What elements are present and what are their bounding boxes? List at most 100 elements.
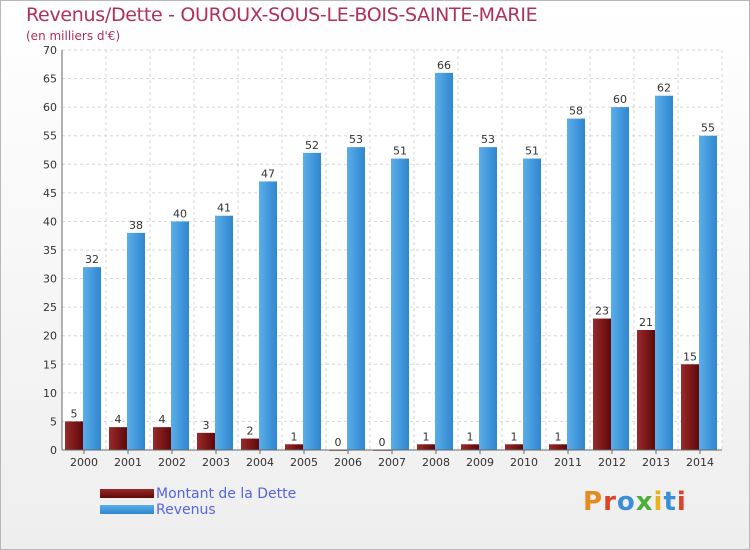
x-tick-label: 2008 — [422, 456, 450, 469]
bar-revenus — [215, 215, 233, 450]
logo-letter: t — [663, 487, 677, 517]
x-tick-label: 2003 — [202, 456, 230, 469]
legend-swatch-dette — [100, 489, 154, 498]
logo-letter: x — [635, 487, 654, 517]
legend-label-revenus: Revenus — [156, 502, 216, 518]
data-label-dette: 4 — [159, 413, 166, 426]
bar-revenus — [655, 95, 673, 450]
x-tick-label: 2002 — [158, 456, 186, 469]
bar-revenus — [479, 147, 497, 450]
y-tick-label: 25 — [43, 301, 57, 314]
logo-letter: r — [603, 487, 617, 517]
data-label-revenus: 51 — [525, 145, 539, 158]
data-label-revenus: 53 — [481, 133, 495, 146]
data-label-dette: 1 — [423, 430, 430, 443]
y-tick-label: 60 — [43, 101, 57, 114]
bar-revenus — [127, 232, 145, 450]
y-tick-label: 50 — [43, 158, 57, 171]
bar-revenus — [523, 158, 541, 451]
x-tick-label: 2010 — [510, 456, 538, 469]
y-tick-label: 70 — [43, 44, 57, 57]
data-label-dette: 21 — [639, 316, 653, 329]
bar-revenus — [83, 267, 101, 450]
x-tick-label: 2006 — [334, 456, 362, 469]
bar-revenus — [171, 221, 189, 450]
data-label-revenus: 58 — [569, 105, 583, 118]
x-tick-label: 2014 — [686, 456, 714, 469]
bar-dette — [197, 432, 215, 450]
bar-dette — [153, 427, 171, 450]
data-label-revenus: 51 — [393, 145, 407, 158]
bar-revenus — [567, 118, 585, 451]
data-label-revenus: 32 — [85, 253, 99, 266]
data-label-revenus: 53 — [349, 133, 363, 146]
data-label-dette: 4 — [115, 413, 122, 426]
bar-dette — [637, 330, 655, 450]
chart-title: Revenus/Dette - OUROUX-SOUS-LE-BOIS-SAIN… — [26, 4, 538, 26]
y-tick-label: 55 — [43, 130, 57, 143]
bar-dette — [549, 444, 567, 450]
data-label-revenus: 40 — [173, 207, 187, 220]
bar-revenus — [435, 72, 453, 450]
data-label-dette: 1 — [511, 430, 518, 443]
legend-label-dette: Montant de la Dette — [156, 486, 297, 502]
bar-dette — [109, 427, 127, 450]
data-label-revenus: 66 — [437, 59, 451, 72]
data-label-revenus: 41 — [217, 202, 231, 215]
y-tick-label: 5 — [50, 415, 57, 428]
bar-dette — [505, 444, 523, 450]
bar-dette — [65, 421, 83, 450]
y-tick-label: 10 — [43, 387, 57, 400]
legend-swatch-revenus — [100, 505, 154, 514]
data-label-dette: 0 — [379, 436, 386, 449]
logo-letter: i — [653, 487, 664, 517]
data-label-revenus: 47 — [261, 167, 275, 180]
bar-dette — [461, 444, 479, 450]
data-label-revenus: 52 — [305, 139, 319, 152]
x-tick-label: 2012 — [598, 456, 626, 469]
bar-revenus — [611, 107, 629, 451]
bar-dette — [241, 438, 259, 450]
x-tick-label: 2001 — [114, 456, 142, 469]
data-label-dette: 23 — [595, 305, 609, 318]
bar-revenus — [303, 152, 321, 450]
y-tick-label: 65 — [43, 73, 57, 86]
x-tick-label: 2013 — [642, 456, 670, 469]
bar-dette — [681, 364, 699, 450]
x-tick-label: 2000 — [70, 456, 98, 469]
data-label-dette: 15 — [683, 350, 697, 363]
x-tick-label: 2009 — [466, 456, 494, 469]
data-label-revenus: 62 — [657, 82, 671, 95]
data-label-revenus: 55 — [701, 122, 715, 135]
data-label-revenus: 60 — [613, 93, 627, 106]
y-tick-label: 0 — [50, 444, 57, 457]
y-tick-label: 20 — [43, 330, 57, 343]
y-tick-label: 30 — [43, 273, 57, 286]
data-label-dette: 1 — [291, 430, 298, 443]
proxiti-logo: Proxiti — [583, 487, 687, 517]
y-tick-label: 45 — [43, 187, 57, 200]
data-label-dette: 2 — [247, 425, 254, 438]
bar-revenus — [699, 135, 717, 450]
data-label-dette: 5 — [71, 407, 78, 420]
bar-revenus — [259, 181, 277, 450]
data-label-revenus: 38 — [129, 219, 143, 232]
x-tick-label: 2004 — [246, 456, 274, 469]
y-tick-label: 35 — [43, 244, 57, 257]
logo-letter: P — [583, 487, 604, 517]
data-label-dette: 1 — [555, 430, 562, 443]
logo-letter: o — [616, 487, 636, 517]
x-tick-label: 2007 — [378, 456, 406, 469]
bar-revenus — [347, 147, 365, 450]
bar-dette — [593, 318, 611, 450]
bar-dette — [417, 444, 435, 450]
y-tick-label: 40 — [43, 215, 57, 228]
bar-revenus — [391, 158, 409, 451]
bar-dette — [285, 444, 303, 450]
logo-letter: i — [676, 487, 687, 517]
x-tick-label: 2011 — [554, 456, 582, 469]
data-label-dette: 1 — [467, 430, 474, 443]
chart-subtitle: (en milliers d'€) — [26, 29, 121, 43]
data-label-dette: 0 — [335, 436, 342, 449]
